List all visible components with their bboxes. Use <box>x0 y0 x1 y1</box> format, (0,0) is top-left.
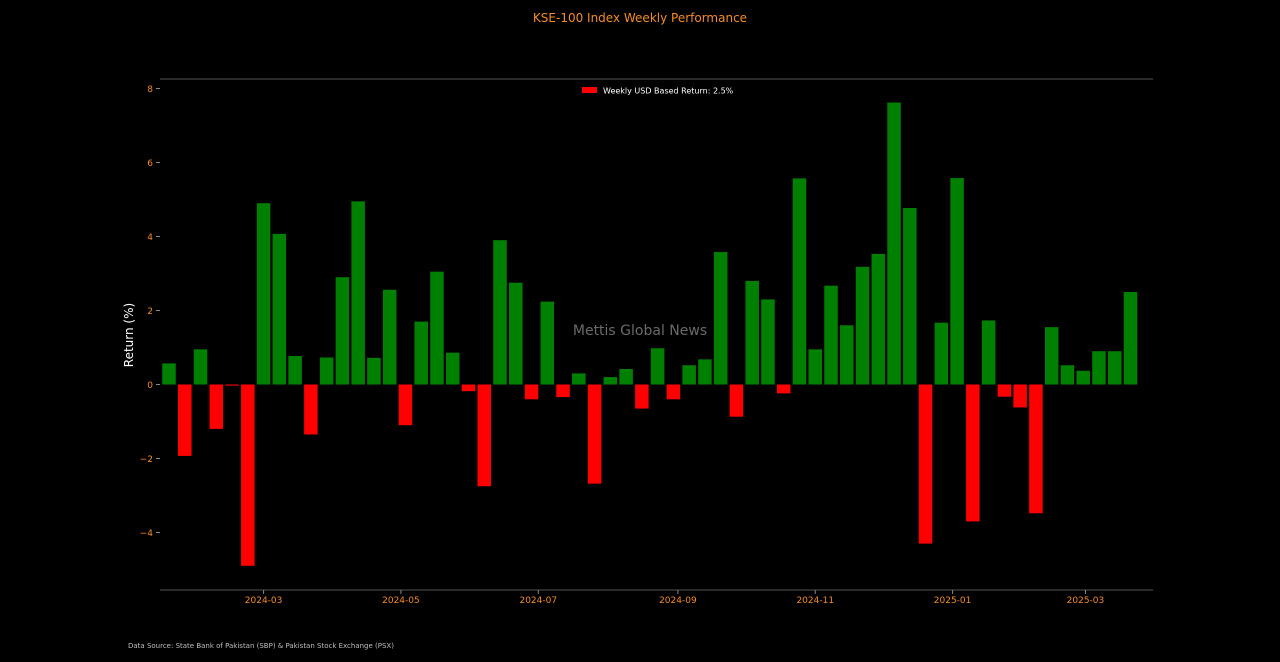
bar <box>855 266 870 385</box>
y-tick-label: 6 <box>147 159 153 169</box>
bar <box>713 252 728 385</box>
y-tick-label: 8 <box>147 85 153 95</box>
bar <box>1123 292 1138 385</box>
chart-title: KSE-100 Index Weekly Performance <box>533 11 747 25</box>
legend-label: Weekly USD Based Return: 2.5% <box>603 87 734 96</box>
bar <box>540 301 555 385</box>
watermark: Mettis Global News <box>573 323 707 339</box>
bar <box>776 384 791 394</box>
bar <box>272 233 287 385</box>
bar <box>209 384 224 429</box>
bar <box>682 365 696 385</box>
bar <box>619 368 633 385</box>
bar <box>1092 351 1106 385</box>
y-tick-label: −4 <box>140 529 154 539</box>
bar <box>981 320 996 385</box>
bar <box>256 203 271 385</box>
bar <box>509 282 523 385</box>
y-tick-label: −2 <box>140 455 153 465</box>
bar <box>1044 327 1059 385</box>
bar <box>178 384 192 456</box>
bar <box>335 277 350 385</box>
bar <box>572 373 586 385</box>
bar <box>304 384 318 435</box>
bar <box>587 384 602 484</box>
x-ticks: 2024-03 2024-05 2024-07 2024-09 2024-11 2025-… <box>245 590 1104 606</box>
bar <box>1013 384 1027 408</box>
bar <box>461 384 476 392</box>
bar <box>761 299 775 385</box>
bar <box>950 178 964 385</box>
bar <box>729 384 744 417</box>
bar <box>193 349 208 385</box>
bar <box>493 240 507 385</box>
x-tick-label: 2024-11 <box>796 596 834 606</box>
bar <box>241 384 255 566</box>
bar <box>808 349 822 385</box>
bar <box>288 356 302 385</box>
bar <box>430 271 444 385</box>
bar <box>351 201 365 385</box>
x-tick-label: 2024-03 <box>245 596 283 606</box>
bar <box>666 384 681 400</box>
bar <box>556 384 570 398</box>
bar <box>650 348 665 385</box>
bar <box>603 377 618 385</box>
bar <box>367 357 381 385</box>
bar <box>524 384 539 400</box>
bar <box>840 325 854 385</box>
bar <box>398 384 413 426</box>
bar <box>319 357 334 385</box>
bar <box>1029 384 1043 514</box>
bar <box>871 253 886 385</box>
bar <box>934 322 949 385</box>
bar <box>698 359 712 385</box>
bar <box>414 321 428 385</box>
y-ticks: −4 −2 0 2 4 6 8 <box>140 85 160 539</box>
bar <box>887 102 901 385</box>
bar <box>903 208 917 385</box>
y-tick-label: 2 <box>147 307 153 317</box>
legend: Weekly USD Based Return: 2.5% <box>582 87 734 96</box>
bar <box>1076 370 1090 385</box>
y-tick-label: 4 <box>147 233 153 243</box>
bars <box>162 102 1138 566</box>
bar <box>1107 351 1122 385</box>
bar <box>918 384 933 544</box>
bar <box>824 285 838 385</box>
x-tick-label: 2024-09 <box>659 596 697 606</box>
legend-swatch <box>582 87 597 93</box>
bar <box>635 384 649 409</box>
x-tick-label: 2024-07 <box>519 596 557 606</box>
x-tick-label: 2025-03 <box>1067 596 1105 606</box>
bar <box>1060 365 1075 385</box>
bar <box>477 384 491 487</box>
data-source-note: Data Source: State Bank of Pakistan (SBP… <box>128 642 394 650</box>
bar <box>445 352 460 385</box>
y-axis-label: Return (%) <box>122 303 136 367</box>
bar <box>162 363 176 385</box>
bar <box>966 384 980 522</box>
bar <box>382 289 397 385</box>
bar <box>792 178 807 385</box>
x-tick-label: 2025-01 <box>934 596 972 606</box>
bar <box>997 384 1012 397</box>
bar <box>745 280 759 385</box>
x-tick-label: 2024-05 <box>382 596 420 606</box>
y-tick-label: 0 <box>147 381 153 391</box>
bar <box>225 384 239 386</box>
